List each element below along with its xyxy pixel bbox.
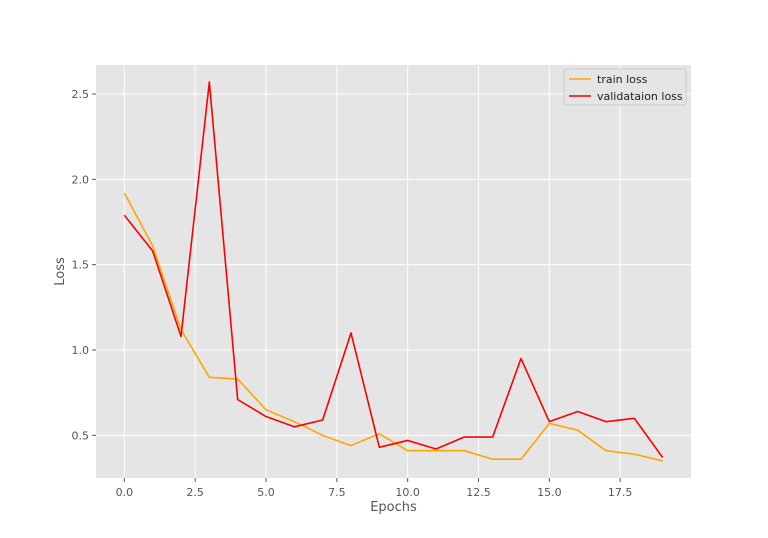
legend-label: validataion loss: [597, 90, 683, 103]
legend-label: train loss: [597, 73, 648, 86]
x-tick-label: 15.0: [537, 486, 562, 499]
plot-background: [96, 65, 691, 478]
series-lines: [123, 81, 664, 462]
x-tick-label: 0.0: [116, 486, 134, 499]
legend-box: [563, 68, 687, 106]
series-line-validation-loss: [123, 81, 664, 458]
y-tick-label: 1.0: [72, 344, 90, 357]
x-tick-label: 2.5: [186, 486, 204, 499]
series-line-train-loss: [123, 192, 663, 462]
x-tick-label: 10.0: [395, 486, 420, 499]
x-tick-label: 17.5: [608, 486, 633, 499]
y-tick-label: 2.0: [72, 173, 90, 186]
legend: train loss validataion loss: [563, 68, 687, 106]
y-tick-label: 2.5: [72, 88, 90, 101]
y-axis-label: Loss: [53, 257, 68, 286]
x-axis-label: Epochs: [370, 500, 417, 515]
y-tick-label: 0.5: [72, 429, 90, 442]
x-tick-label: 12.5: [466, 486, 491, 499]
axis-ticks: 0.0 2.5 5.0 7.5 10.0 12.5 15.0 17.5 0.5 1.0 1.5 2.0…: [72, 88, 633, 499]
y-tick-label: 1.5: [72, 259, 90, 272]
x-tick-label: 7.5: [328, 486, 346, 499]
x-tick-label: 5.0: [257, 486, 275, 499]
